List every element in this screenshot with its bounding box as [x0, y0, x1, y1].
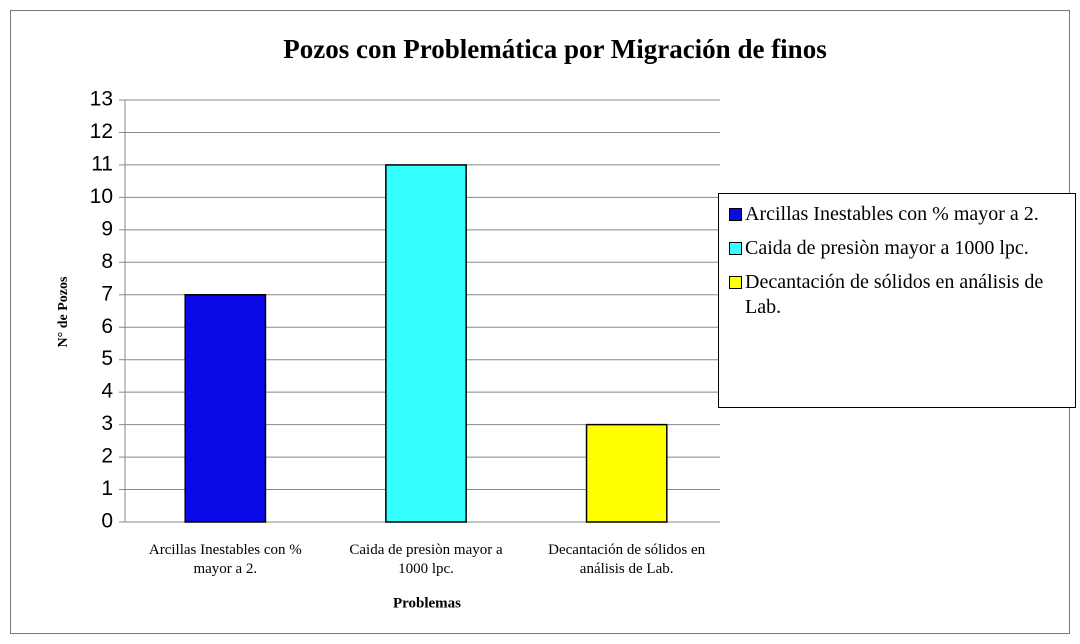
bar: [385, 164, 467, 523]
y-tick-label: 1: [101, 477, 113, 500]
legend-item: Arcillas Inestables con % mayor a 2.: [727, 202, 1067, 227]
y-tick-label: 6: [101, 315, 113, 338]
x-tick-label: Arcillas Inestables con % mayor a 2.: [148, 542, 302, 577]
x-axis-label: Problemas: [393, 595, 461, 611]
y-tick-label: 12: [90, 120, 113, 143]
y-tick-label: 4: [101, 380, 113, 403]
bar: [184, 294, 267, 523]
y-tick-label: 13: [90, 88, 113, 111]
legend-swatch: [729, 242, 742, 255]
y-tick-label: 2: [101, 445, 113, 468]
legend-item: Caida de presiòn mayor a 1000 lpc.: [727, 236, 1067, 261]
x-tick-label: Decantación de sólidos en análisis de La…: [548, 542, 706, 577]
y-tick-label: 10: [90, 185, 113, 208]
chart-title: Pozos con Problemática por Migración de …: [283, 34, 826, 64]
y-tick-label: 8: [101, 250, 113, 273]
legend-label: Decantación de sólidos en análisis de La…: [745, 271, 1044, 318]
y-tick-label: 11: [91, 152, 113, 175]
y-tick-label: 7: [101, 282, 113, 305]
legend-label: Arcillas Inestables con % mayor a 2.: [745, 203, 1039, 225]
legend-swatch: [729, 276, 742, 289]
y-tick-label: 3: [101, 412, 113, 435]
legend-label: Caida de presiòn mayor a 1000 lpc.: [745, 237, 1029, 259]
y-axis-label: N° de Pozos: [56, 276, 71, 347]
legend: Arcillas Inestables con % mayor a 2. Caid…: [718, 193, 1076, 408]
x-tick-label: Caida de presiòn mayor a 1000 lpc.: [349, 542, 503, 577]
bar: [585, 423, 668, 523]
y-tick-label: 9: [101, 217, 113, 240]
y-tick-label: 0: [101, 510, 113, 533]
legend-item: Decantación de sólidos en análisis de La…: [727, 270, 1067, 320]
legend-swatch: [729, 208, 742, 221]
y-tick-label: 5: [101, 347, 113, 370]
